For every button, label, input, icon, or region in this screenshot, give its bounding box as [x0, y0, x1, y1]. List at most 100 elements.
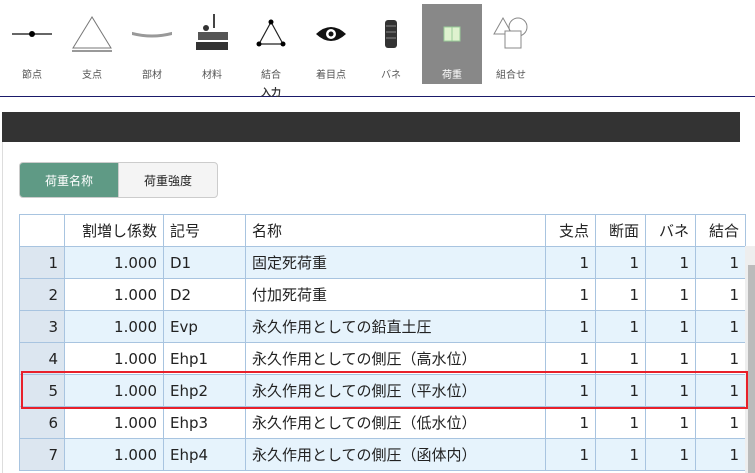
table-cell[interactable]: 1	[645, 246, 696, 279]
row-number[interactable]: 6	[19, 406, 65, 439]
table-cell[interactable]: Ehp4	[163, 438, 246, 471]
column-header[interactable]: 割増し係数	[64, 214, 164, 247]
table-cell[interactable]: 1.000	[64, 342, 164, 375]
table-cell[interactable]: 1	[695, 438, 746, 471]
table-cell[interactable]: 永久作用としての鉛直土圧	[245, 310, 546, 343]
panel	[2, 142, 755, 473]
load-table: 割増し係数 記号 名称 支点 断面 バネ 結合 1 1.000 D1 固定死荷重 1 1 1 1 2 1.00…	[19, 214, 746, 471]
table-row[interactable]: 6 1.000 Ehp3 永久作用としての側圧（低水位） 1 1 1 1	[19, 406, 746, 439]
tool-label: 支点	[82, 70, 102, 81]
table-cell[interactable]: 1.000	[64, 438, 164, 471]
panel-header[interactable]	[2, 112, 740, 142]
member-icon	[132, 31, 172, 38]
spring-icon	[385, 20, 397, 48]
row-number[interactable]: 7	[19, 438, 65, 471]
row-number[interactable]: 4	[19, 342, 65, 375]
tool-label: 節点	[22, 70, 42, 81]
table-row[interactable]: 7 1.000 Ehp4 永久作用としての側圧（函体内） 1 1 1 1	[19, 438, 746, 471]
table-cell[interactable]: 1	[695, 406, 746, 439]
column-header[interactable]: バネ	[645, 214, 696, 247]
table-cell[interactable]: 1	[645, 342, 696, 375]
table-cell[interactable]: 永久作用としての側圧（高水位）	[245, 342, 546, 375]
table-cell[interactable]: 1	[695, 342, 746, 375]
tool-node[interactable]: 節点	[2, 4, 62, 84]
column-header[interactable]: 支点	[545, 214, 596, 247]
table-cell[interactable]: 1	[595, 342, 646, 375]
table-cell[interactable]: Ehp2	[163, 374, 246, 407]
table-cell[interactable]: 1	[645, 438, 696, 471]
table-cell[interactable]: Ehp3	[163, 406, 246, 439]
node-icon	[12, 31, 52, 37]
table-row[interactable]: 3 1.000 Evp 永久作用としての鉛直土圧 1 1 1 1	[19, 310, 746, 343]
table-cell[interactable]: Ehp1	[163, 342, 246, 375]
table-cell[interactable]: 1	[545, 374, 596, 407]
table-row[interactable]: 4 1.000 Ehp1 永久作用としての側圧（高水位） 1 1 1 1	[19, 342, 746, 375]
table-cell[interactable]: 1	[595, 406, 646, 439]
table-row[interactable]: 1 1.000 D1 固定死荷重 1 1 1 1	[19, 246, 746, 279]
column-header[interactable]: 記号	[163, 214, 246, 247]
table-cell[interactable]: 1	[695, 278, 746, 311]
table-cell[interactable]: 1	[545, 310, 596, 343]
table-cell[interactable]: 1	[595, 246, 646, 279]
table-cell[interactable]: 1.000	[64, 278, 164, 311]
table-cell[interactable]: 1	[595, 438, 646, 471]
table-cell[interactable]: 1	[545, 246, 596, 279]
tool-label: 部材	[142, 70, 162, 81]
table-cell[interactable]: Evp	[163, 310, 246, 343]
table-cell[interactable]: D1	[163, 246, 246, 279]
table-cell[interactable]: 永久作用としての側圧（低水位）	[245, 406, 546, 439]
row-number[interactable]: 1	[19, 246, 65, 279]
table-cell[interactable]: D2	[163, 278, 246, 311]
tool-label: 材料	[202, 70, 222, 81]
table-cell[interactable]: 1.000	[64, 310, 164, 343]
tool-label: 結合	[261, 70, 281, 81]
table-cell[interactable]: 1.000	[64, 374, 164, 407]
table-cell[interactable]: 1	[545, 406, 596, 439]
tool-load[interactable]: 荷重	[422, 4, 482, 84]
table-cell[interactable]: 1	[545, 342, 596, 375]
support-icon	[72, 16, 112, 52]
tool-combination[interactable]: 組合せ	[481, 4, 541, 84]
scrollbar-thumb[interactable]	[748, 265, 755, 473]
load-icon	[443, 26, 461, 42]
tool-support[interactable]: 支点	[62, 4, 122, 84]
tool-material[interactable]: 材料	[182, 4, 242, 84]
table-cell[interactable]: 1	[645, 406, 696, 439]
table-cell[interactable]: 固定死荷重	[245, 246, 546, 279]
table-row[interactable]: 5 1.000 Ehp2 永久作用としての側圧（平水位） 1 1 1 1	[19, 374, 746, 407]
row-number[interactable]: 2	[19, 278, 65, 311]
row-highlight-box	[21, 371, 748, 409]
table-cell[interactable]: 永久作用としての側圧（平水位）	[245, 374, 546, 407]
table-cell[interactable]: 永久作用としての側圧（函体内）	[245, 438, 546, 471]
table-cell[interactable]: 1.000	[64, 246, 164, 279]
table-cell[interactable]: 1	[645, 310, 696, 343]
column-header[interactable]: 名称	[245, 214, 546, 247]
table-cell[interactable]: 1	[695, 374, 746, 407]
toolbar: 節点 支点 部材 材料 結合 着目点 バネ 荷重 組合せ 入力	[0, 0, 755, 99]
table-cell[interactable]: 1	[545, 438, 596, 471]
material-icon	[196, 14, 228, 50]
tab-load-intensity[interactable]: 荷重強度	[118, 162, 218, 198]
tool-member[interactable]: 部材	[122, 4, 182, 84]
table-cell[interactable]: 1	[595, 310, 646, 343]
eye-icon	[316, 27, 346, 41]
table-row[interactable]: 2 1.000 D2 付加死荷重 1 1 1 1	[19, 278, 746, 311]
table-cell[interactable]: 1	[695, 246, 746, 279]
tool-label: 荷重	[442, 70, 462, 81]
table-cell[interactable]: 1	[595, 278, 646, 311]
table-cell[interactable]: 1.000	[64, 406, 164, 439]
tool-joint[interactable]: 結合	[241, 4, 301, 84]
table-cell[interactable]: 1	[645, 278, 696, 311]
table-cell[interactable]: 1	[695, 310, 746, 343]
tab-load-name[interactable]: 荷重名称	[19, 162, 119, 198]
joint-icon	[256, 19, 286, 47]
column-header[interactable]: 断面	[595, 214, 646, 247]
column-header[interactable]: 結合	[695, 214, 746, 247]
column-header[interactable]	[19, 214, 65, 247]
row-number[interactable]: 3	[19, 310, 65, 343]
tool-spring[interactable]: バネ	[361, 4, 421, 84]
tool-eye[interactable]: 着目点	[301, 4, 361, 84]
tool-label: 組合せ	[496, 70, 526, 81]
table-cell[interactable]: 付加死荷重	[245, 278, 546, 311]
table-cell[interactable]: 1	[545, 278, 596, 311]
